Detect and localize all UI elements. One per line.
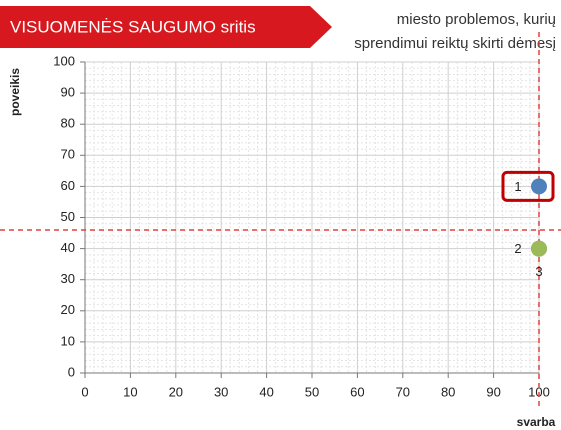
x-tick-label: 0 — [81, 384, 88, 399]
point-label: 2 — [514, 241, 521, 256]
x-tick-label: 80 — [441, 384, 455, 399]
x-tick-label: 20 — [169, 384, 183, 399]
x-tick-label: 40 — [259, 384, 273, 399]
x-tick-label: 60 — [350, 384, 364, 399]
point-label: 1 — [514, 179, 521, 194]
y-tick-label: 70 — [61, 147, 75, 162]
y-tick-label: 60 — [61, 178, 75, 193]
subtitle-line: miesto problemos, kurių — [397, 11, 556, 28]
y-tick-label: 10 — [61, 333, 75, 348]
x-tick-label: 10 — [123, 384, 137, 399]
y-tick-label: 80 — [61, 116, 75, 131]
x-tick-label: 30 — [214, 384, 228, 399]
point-label: 3 — [535, 264, 542, 279]
chart-title: VISUOMENĖS SAUGUMO sritis — [10, 17, 256, 36]
y-tick-label: 50 — [61, 209, 75, 224]
y-tick-label: 90 — [61, 85, 75, 100]
subtitle-line: sprendimui reiktų skirti dėmesį — [354, 35, 556, 52]
x-tick-label: 70 — [396, 384, 410, 399]
y-tick-label: 100 — [53, 53, 75, 68]
point — [531, 240, 547, 257]
point — [531, 178, 547, 195]
title-banner — [0, 6, 332, 48]
y-tick-label: 40 — [61, 240, 75, 255]
x-tick-label: 100 — [528, 384, 550, 399]
y-tick-label: 30 — [61, 271, 75, 286]
y-tick-label: 0 — [68, 364, 75, 379]
x-tick-label: 90 — [486, 384, 500, 399]
y-axis-label: poveikis — [8, 68, 22, 116]
y-tick-label: 20 — [61, 302, 75, 317]
highlight-box — [501, 170, 555, 202]
x-axis-label: svarba — [517, 415, 556, 429]
x-tick-label: 50 — [305, 384, 319, 399]
